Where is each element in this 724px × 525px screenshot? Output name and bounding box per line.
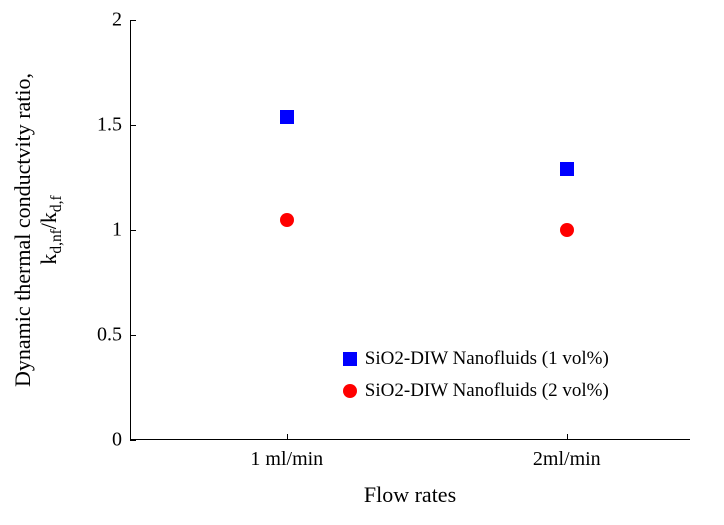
y-tick-label: 1.5 <box>97 114 122 137</box>
x-axis-title: Flow rates <box>364 482 456 508</box>
data-point-series-2vol <box>560 223 574 237</box>
y-tick-mark <box>130 125 136 126</box>
y-axis-title-line1: Dynamic thermal conductvity ratio, <box>10 73 36 387</box>
data-point-series-1vol <box>280 110 294 124</box>
y-tick-mark <box>130 335 136 336</box>
legend-row: SiO2-DIW Nanofluids (1 vol%) <box>343 348 609 370</box>
y-tick-mark <box>130 230 136 231</box>
legend: SiO2-DIW Nanofluids (1 vol%) SiO2-DIW Nan… <box>343 348 609 402</box>
x-tick-label: 1 ml/min <box>250 448 323 471</box>
data-point-series-1vol <box>560 162 574 176</box>
y-tick-label: 2 <box>112 9 122 32</box>
circle-icon <box>343 384 357 398</box>
chart-container: Dynamic thermal conductvity ratio, kd,nf… <box>0 0 724 525</box>
y-axis-title: Dynamic thermal conductvity ratio, kd,nf… <box>10 73 66 387</box>
y-tick-mark <box>130 440 136 441</box>
y-tick-label: 0.5 <box>97 324 122 347</box>
data-point-series-2vol <box>280 213 294 227</box>
y-tick-label: 0 <box>112 429 122 452</box>
legend-label: SiO2-DIW Nanofluids (2 vol%) <box>365 380 609 402</box>
x-tick-mark <box>287 434 288 440</box>
y-tick-mark <box>130 20 136 21</box>
legend-label: SiO2-DIW Nanofluids (1 vol%) <box>365 348 609 370</box>
square-icon <box>343 352 357 366</box>
legend-row: SiO2-DIW Nanofluids (2 vol%) <box>343 380 609 402</box>
y-axis-title-line2: kd,nf/kd,f <box>36 73 66 387</box>
y-tick-label: 1 <box>112 219 122 242</box>
x-tick-mark <box>567 434 568 440</box>
x-tick-label: 2ml/min <box>533 448 601 471</box>
